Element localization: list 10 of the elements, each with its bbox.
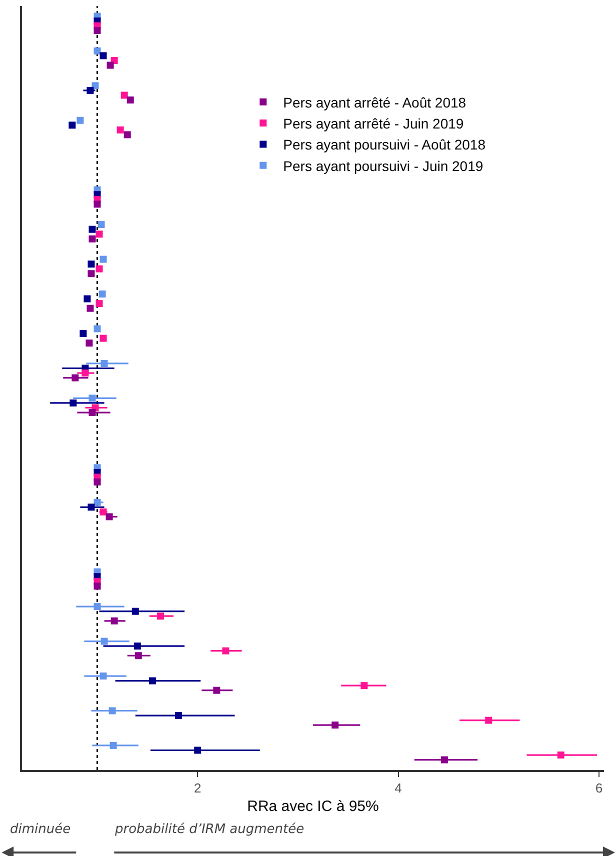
- x-tick-label: 2: [194, 780, 202, 796]
- text: probabilité d’IRM augmentée: [114, 822, 304, 837]
- x-axis-title: RRa avec IC à 95%: [247, 798, 379, 815]
- legend-label: Pers ayant arrêté - Août 2018: [283, 94, 466, 110]
- x-tick-label: 4: [394, 780, 402, 796]
- x-tick-label: 6: [595, 780, 603, 796]
- legend-label: Pers ayant arrêté - Juin 2019: [283, 115, 464, 132]
- text: diminuée: [10, 822, 71, 837]
- legend-label: Pers ayant poursuivi - Juin 2019: [283, 158, 484, 174]
- legend-label: Pers ayant poursuivi - Août 2018: [283, 136, 486, 153]
